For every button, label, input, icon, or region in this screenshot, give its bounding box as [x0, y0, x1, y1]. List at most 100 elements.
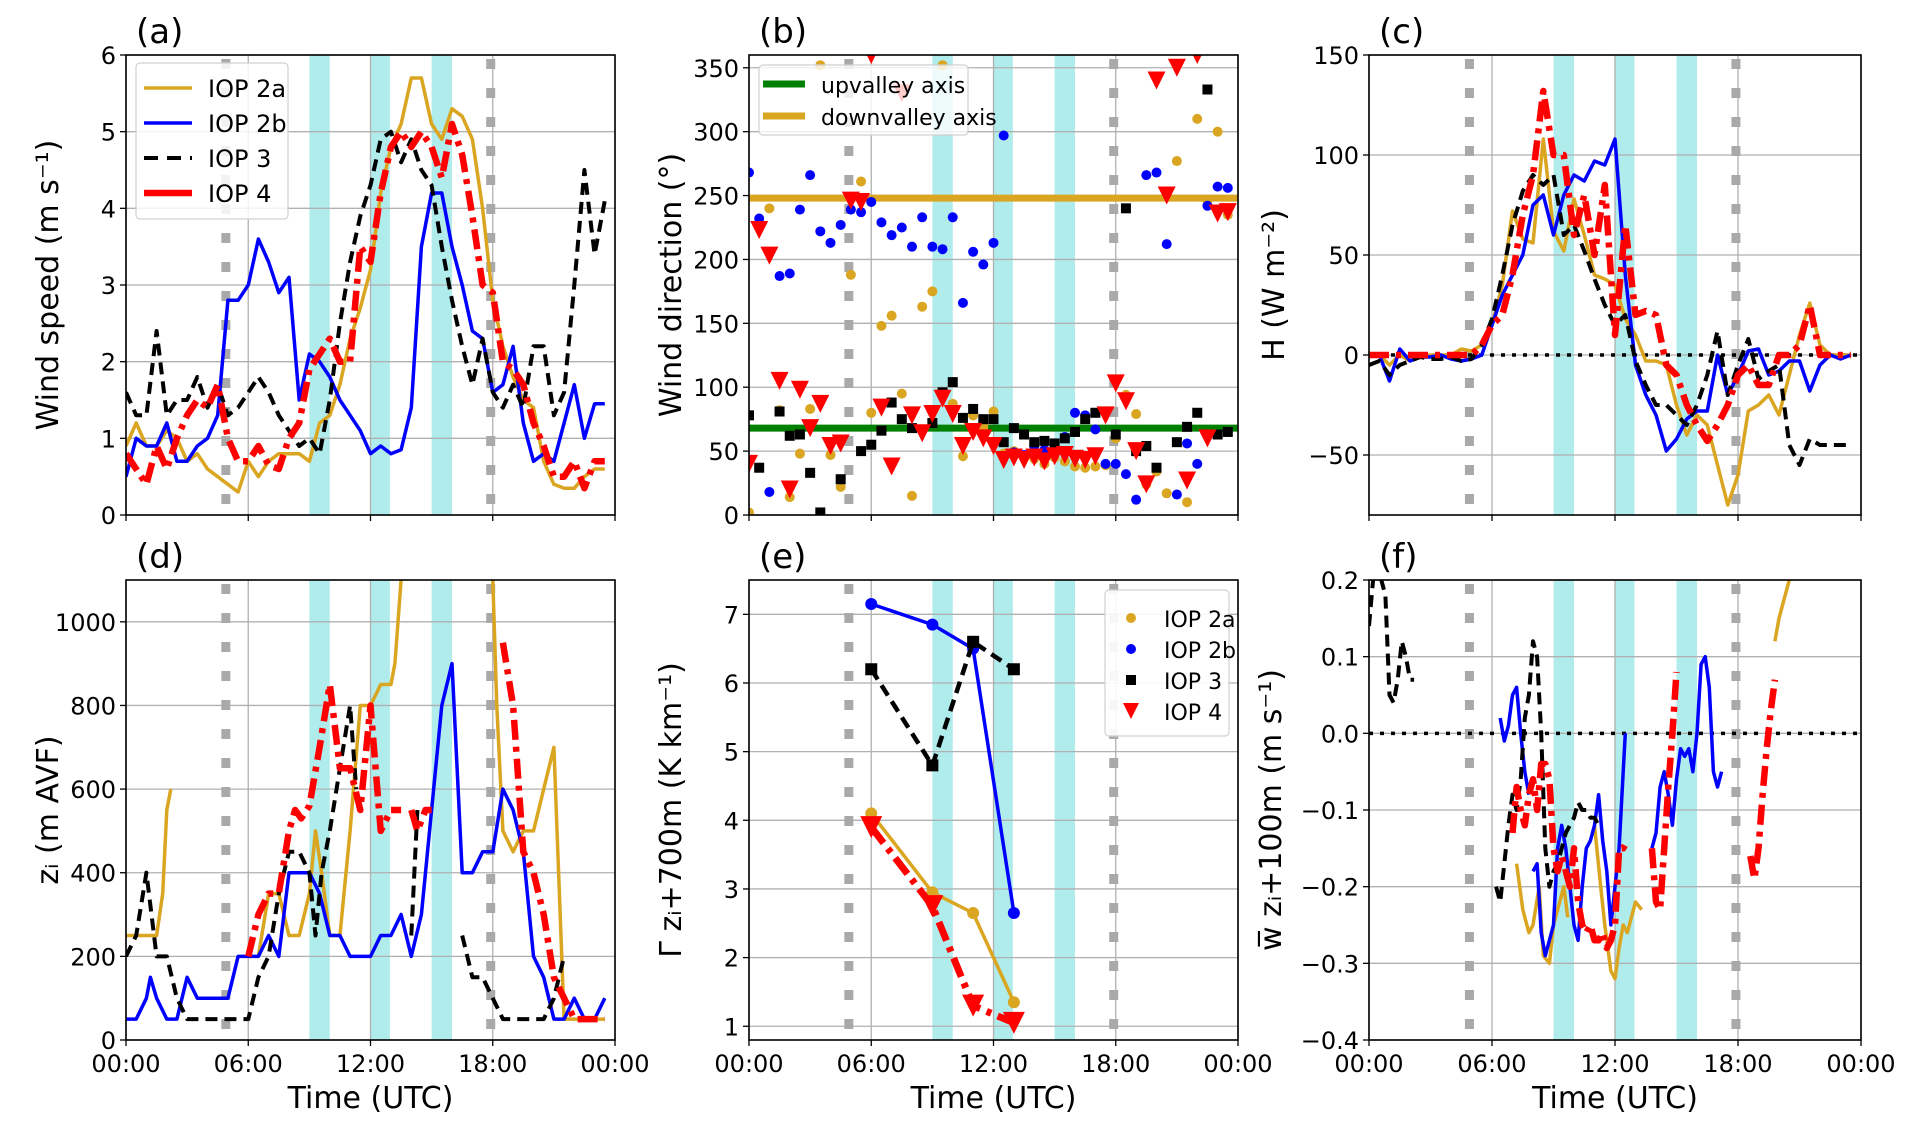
shaded-band: [1054, 580, 1075, 1040]
data-layer: [1369, 87, 1852, 507]
series-iop4-point: [872, 398, 891, 417]
y-tick-label: −0.4: [1301, 1027, 1359, 1055]
legend-label: IOP 3: [1164, 670, 1222, 695]
legend: IOP 2a IOP 2b IOP 3 IOP 4: [1104, 589, 1236, 737]
series-iop2b-point: [896, 222, 907, 233]
y-tick-label: 300: [693, 119, 739, 147]
shaded-band: [431, 580, 452, 1040]
series-iop4-point: [1147, 71, 1166, 90]
series-iop4-point: [821, 437, 840, 455]
series-iop2a-point: [835, 481, 846, 492]
data-layer: [860, 598, 1025, 1034]
y-tick-label: 6: [724, 670, 739, 698]
series-iop3-point: [835, 474, 846, 485]
series-iop2a-point: [845, 269, 856, 280]
series-iop3-point: [876, 425, 887, 436]
series-iop2b-line: [870, 602, 1016, 914]
series-iop3-point: [1212, 429, 1223, 440]
y-axis-label: zᵢ (m AVF): [31, 735, 66, 884]
series-iop3-point: [1222, 426, 1233, 437]
series-iop2b-point: [1212, 181, 1223, 192]
legend: upvalley axis downvalley axis: [758, 64, 997, 136]
series-iop2b-point: [749, 167, 754, 178]
panel-label: (f): [1379, 537, 1418, 577]
series-iop4-point: [1002, 1011, 1025, 1034]
series-iop3-point: [1202, 84, 1213, 95]
series-iop2b-line: [126, 661, 607, 1021]
y-axis-label: Wind speed (m s⁻¹): [31, 140, 66, 431]
series-iop2b-point: [1110, 458, 1121, 469]
y-tick-label: 5: [101, 119, 116, 147]
legend-marker: [1126, 613, 1136, 623]
y-tick-label: 4: [101, 195, 116, 223]
y-tick-label: 0: [101, 502, 116, 530]
series-iop2a-point: [1007, 996, 1020, 1009]
series-iop2a-point: [896, 388, 907, 399]
series-iop2a-point: [988, 406, 999, 417]
series-iop3-point: [1029, 437, 1040, 448]
series-iop2a-point: [927, 286, 938, 297]
panel-f: 00:00 06:00 12:00 18:00 00:00−0.4−0.3−0.2−0.…: [1254, 537, 1896, 1116]
series-iop2a-line: [1369, 137, 1851, 507]
series-iop2a-point: [876, 320, 887, 331]
series-iop2b-line: [126, 191, 605, 478]
series-iop2b-point: [825, 237, 836, 248]
series-iop2a-line: [869, 812, 1016, 1003]
series-iop2b-point: [876, 217, 887, 228]
x-axis-label: Time (UTC): [910, 1081, 1077, 1116]
data-layer: [1369, 580, 1791, 981]
y-tick-label: 5: [724, 739, 739, 767]
shaded-band: [1054, 55, 1075, 515]
series-iop4-line: [868, 825, 1016, 1027]
panel-c: −50 0 50 100 150 (c) H (W m⁻²): [1257, 12, 1862, 521]
series-iop4-point: [1127, 442, 1146, 461]
series-iop4-point: [860, 816, 883, 839]
series-iop2a-point: [957, 451, 968, 462]
series-iop4-point: [831, 434, 850, 453]
x-tick-label: 12:00: [1580, 1050, 1649, 1078]
legend-label: downvalley axis: [821, 106, 997, 131]
series-iop2a-point: [1161, 488, 1172, 499]
series-iop4-point: [790, 380, 809, 399]
series-iop2b-point: [856, 207, 867, 218]
series-iop3-point: [866, 439, 877, 450]
shaded-band: [932, 55, 953, 515]
series-iop2a-point: [866, 407, 877, 418]
series-iop2b-point: [1090, 424, 1101, 435]
series-iop4-point: [1157, 186, 1176, 205]
x-tick-label: 18:00: [1703, 1050, 1772, 1078]
series-iop4-point: [1192, 55, 1202, 64]
series-iop3-point: [1008, 423, 1019, 434]
series-iop2b-point: [866, 196, 877, 207]
shaded-band: [309, 580, 330, 1040]
y-axis-label: Γ zᵢ+700m (K km⁻¹): [654, 662, 689, 958]
series-iop4-point: [1096, 406, 1115, 425]
y-tick-label: 400: [70, 860, 116, 888]
series-iop2b-point: [926, 618, 939, 631]
panel-a: 0 1 2 3 4 5 6 (a) Wind speed (m s⁻¹) IOP 2a IOP 2b…: [31, 12, 616, 530]
series-iop4-point: [770, 371, 789, 390]
y-tick-label: 100: [693, 374, 739, 402]
series-iop4-point: [1015, 451, 1034, 470]
series-iop4-point: [913, 424, 932, 443]
series-iop2a-point: [1131, 409, 1142, 420]
series-iop2a-point: [1090, 461, 1101, 472]
series-iop2b-point: [1070, 407, 1080, 418]
series-iop3-point: [1070, 426, 1080, 437]
legend-label: IOP 4: [1164, 701, 1222, 726]
series-iop4-line: [245, 642, 605, 1023]
shaded-band: [993, 55, 1013, 515]
y-tick-label: 200: [693, 246, 739, 274]
series-iop4-point: [1218, 203, 1237, 222]
y-tick-label: 6: [101, 42, 116, 70]
shaded-band: [370, 580, 390, 1040]
panel-label: (a): [136, 12, 183, 52]
series-iop3-point: [978, 414, 989, 425]
legend-label: IOP 4: [208, 180, 271, 208]
y-tick-label: 800: [70, 692, 116, 720]
panel-label: (b): [759, 12, 807, 52]
x-tick-label: 00:00: [1203, 1050, 1272, 1078]
series-iop2b-point: [957, 297, 968, 308]
series-iop3-point: [947, 377, 958, 388]
panel-e: 00:00 06:00 12:00 18:00 00:00 1 2 3 4 5 6 7 (e) Γ zᵢ+…: [654, 537, 1273, 1116]
